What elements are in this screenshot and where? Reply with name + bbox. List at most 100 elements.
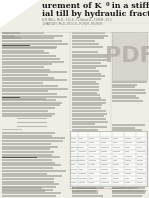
Bar xyxy=(72,136,96,138)
Bar xyxy=(2,66,44,68)
Bar xyxy=(2,187,42,189)
Bar xyxy=(2,45,30,46)
Text: J. HARTLEY, Ph.D., M.I.C.E., F.I.M.M., M.I.M.M.: J. HARTLEY, Ph.D., M.I.C.E., F.I.M.M., M… xyxy=(42,22,103,26)
Bar xyxy=(72,187,104,189)
Bar xyxy=(72,184,108,186)
Bar xyxy=(113,138,118,139)
Bar xyxy=(72,141,95,143)
Bar xyxy=(125,178,129,179)
Bar xyxy=(72,73,101,75)
Bar xyxy=(112,195,142,197)
Bar xyxy=(72,112,107,114)
Bar xyxy=(89,173,94,174)
Bar xyxy=(112,163,143,165)
Text: in a stiff: in a stiff xyxy=(109,2,149,10)
Bar xyxy=(2,47,56,49)
Bar xyxy=(89,182,94,183)
Bar xyxy=(2,46,57,48)
Bar xyxy=(72,115,104,117)
Bar xyxy=(72,192,97,194)
Bar xyxy=(112,156,134,158)
Bar xyxy=(2,146,58,148)
Bar xyxy=(125,160,131,161)
Bar xyxy=(112,165,139,167)
Bar xyxy=(112,86,135,88)
Bar xyxy=(2,190,45,192)
Bar xyxy=(79,164,85,165)
Bar xyxy=(101,178,107,179)
Bar xyxy=(112,173,141,175)
Bar xyxy=(72,131,101,133)
Bar xyxy=(2,186,56,188)
Bar xyxy=(72,171,101,173)
Bar xyxy=(72,123,95,125)
Bar xyxy=(2,58,60,60)
Bar xyxy=(125,164,129,165)
Bar xyxy=(2,32,20,34)
Bar xyxy=(113,169,118,170)
Bar xyxy=(112,132,144,134)
Bar xyxy=(2,43,68,45)
Bar xyxy=(71,142,76,143)
Bar xyxy=(71,160,79,161)
Bar xyxy=(72,176,102,178)
Bar xyxy=(112,94,136,96)
Bar xyxy=(2,96,67,98)
Bar xyxy=(2,154,52,156)
Bar xyxy=(72,163,105,165)
Bar xyxy=(112,89,145,91)
Bar xyxy=(72,160,106,162)
Bar xyxy=(112,92,146,94)
Bar xyxy=(72,195,103,197)
Bar xyxy=(72,32,104,34)
Text: ial till by hydraulic fracturing: ial till by hydraulic fracturing xyxy=(42,10,149,18)
Bar xyxy=(112,171,138,173)
Bar xyxy=(2,143,51,145)
Bar xyxy=(113,173,119,174)
Bar xyxy=(72,75,105,77)
Bar xyxy=(2,79,67,81)
Bar xyxy=(112,129,142,131)
Bar xyxy=(2,32,44,34)
Bar xyxy=(72,78,101,80)
Bar xyxy=(113,142,117,143)
Bar xyxy=(2,71,67,73)
Bar xyxy=(72,104,102,106)
Bar xyxy=(112,97,139,99)
Bar xyxy=(71,178,78,179)
Bar xyxy=(72,102,106,104)
Bar xyxy=(2,151,54,153)
Bar xyxy=(2,90,48,92)
Bar xyxy=(72,59,107,61)
Bar xyxy=(72,54,108,56)
Bar xyxy=(2,192,61,194)
Text: urement of K: urement of K xyxy=(42,2,101,10)
Bar xyxy=(112,32,135,34)
Bar xyxy=(101,142,106,143)
Bar xyxy=(2,88,68,89)
Bar xyxy=(72,155,105,157)
Bar xyxy=(2,170,66,172)
Bar xyxy=(2,172,47,174)
Bar xyxy=(112,190,146,192)
Bar xyxy=(72,56,108,58)
Bar xyxy=(112,187,139,189)
Bar xyxy=(89,138,94,139)
Bar xyxy=(101,147,109,148)
Bar xyxy=(2,55,56,57)
Bar xyxy=(2,40,62,42)
Bar xyxy=(71,156,79,157)
Bar xyxy=(101,173,109,174)
Bar xyxy=(112,192,145,194)
Bar xyxy=(72,110,106,112)
Bar xyxy=(2,37,21,39)
Bar xyxy=(72,182,107,184)
Bar xyxy=(112,84,137,86)
Bar xyxy=(79,173,86,174)
Bar xyxy=(72,65,107,67)
Bar xyxy=(72,168,100,170)
Bar xyxy=(72,187,96,189)
Bar xyxy=(2,35,15,37)
Bar xyxy=(112,159,135,161)
Bar xyxy=(112,37,145,39)
